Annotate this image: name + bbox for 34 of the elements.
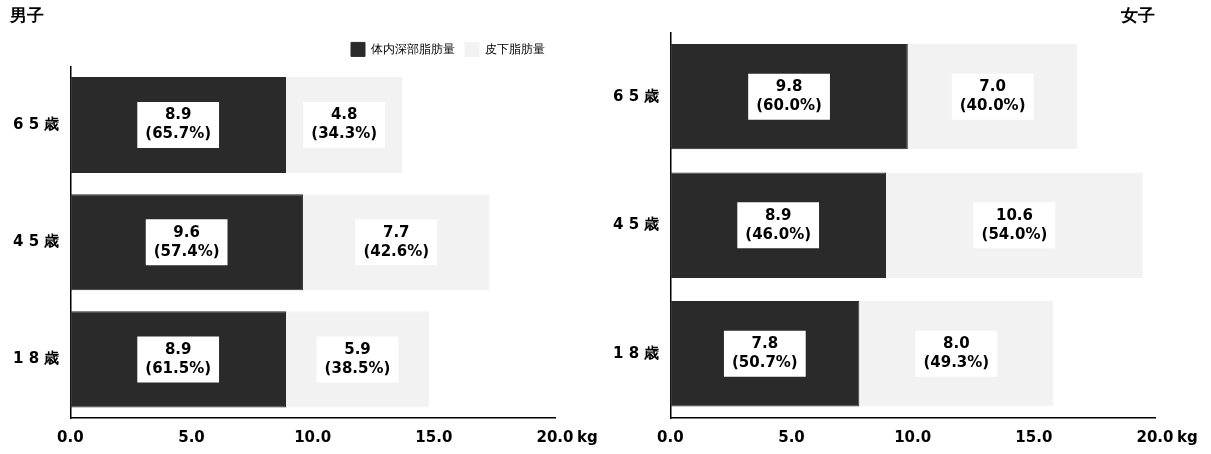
data-label: 4.8 (34.3%) bbox=[311, 105, 378, 143]
chart-title: 男子 bbox=[9, 4, 44, 25]
data-label: 7.7 (42.6%) bbox=[363, 222, 430, 260]
y-tick-label: 4 5 歳 bbox=[12, 232, 60, 251]
x-tick-label: 10.0 bbox=[294, 427, 332, 446]
data-label: 5.9 (38.5%) bbox=[324, 339, 391, 377]
x-tick-label: 10.0 bbox=[894, 427, 932, 446]
data-label: 8.9 (65.7%) bbox=[145, 105, 212, 143]
legend-label: 体内深部脂肪量 bbox=[371, 41, 455, 56]
x-tick-label: 5.0 bbox=[778, 427, 805, 446]
x-tick-label: 5.0 bbox=[178, 427, 205, 446]
y-tick-label: 4 5 歳 bbox=[612, 215, 660, 234]
x-axis-title: kg bbox=[577, 428, 598, 447]
y-tick-label: 6 5 歳 bbox=[12, 114, 60, 133]
x-tick-label: 20.0 bbox=[536, 427, 574, 446]
data-label: 8.9 (61.5%) bbox=[145, 339, 212, 377]
y-tick-label: 1 8 歳 bbox=[612, 343, 660, 362]
x-tick-label: 15.0 bbox=[1015, 427, 1053, 446]
x-tick-label: 0.0 bbox=[57, 427, 84, 446]
data-label: 8.9 (46.0%) bbox=[745, 205, 812, 243]
data-label: 10.6 (54.0%) bbox=[981, 205, 1048, 243]
y-tick-label: 1 8 歳 bbox=[12, 349, 60, 368]
legend-label: 皮下脂肪量 bbox=[485, 41, 545, 56]
data-label: 9.6 (57.4%) bbox=[153, 222, 220, 260]
data-label: 7.8 (50.7%) bbox=[731, 334, 798, 372]
x-tick-label: 20.0 bbox=[1136, 427, 1174, 446]
y-tick-label: 6 5 歳 bbox=[612, 86, 660, 105]
data-label: 9.8 (60.0%) bbox=[756, 77, 822, 115]
chart-title: 女子 bbox=[1120, 4, 1155, 25]
x-tick-label: 0.0 bbox=[657, 427, 684, 446]
x-tick-label: 15.0 bbox=[415, 427, 453, 446]
data-label: 7.0 (40.0%) bbox=[959, 77, 1026, 115]
x-axis-title: kg bbox=[1177, 428, 1198, 447]
data-label: 8.0 (49.3%) bbox=[923, 334, 990, 372]
